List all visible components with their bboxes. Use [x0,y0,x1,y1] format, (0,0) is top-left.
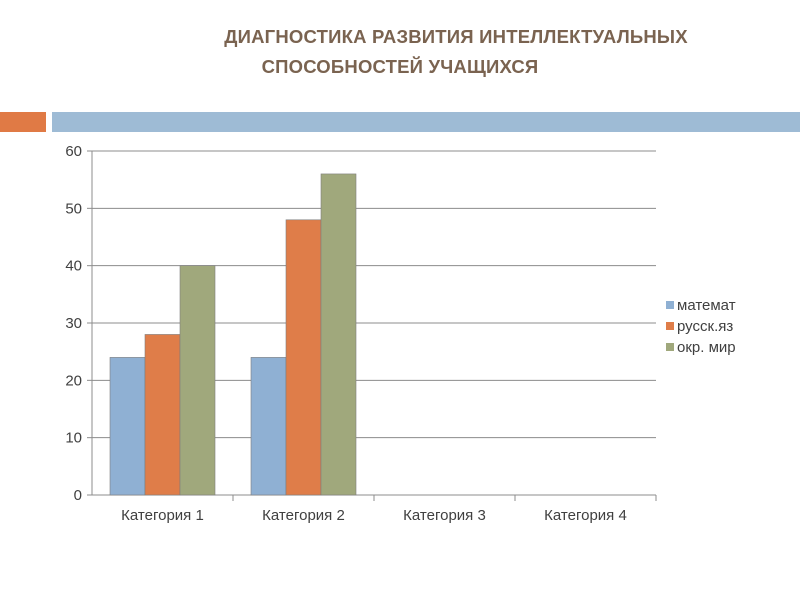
legend-label: математ [677,297,736,314]
bar-3-2 [320,173,357,496]
legend-swatch [666,301,674,309]
accent-bar-blue [52,112,800,132]
y-tick-label: 60 [65,143,82,160]
legend: математ русск.яз окр. мир [666,297,736,356]
slide-title-line2: СПОСОБНОСТЕЙ УЧАЩИХСЯ [261,56,539,77]
bar-2-1 [144,334,181,496]
bar-2-2 [285,219,322,496]
slide-title: ДИАГНОСТИКА РАЗВИТИЯ ИНТЕЛЛЕКТУАЛЬНЫХ СП… [0,22,800,82]
bar-3-1 [179,265,216,496]
x-tick-labels: Категория 1 Категория 2 Категория 3 Категор… [121,507,627,524]
y-tick-label: 50 [65,200,82,217]
legend-swatch [666,322,674,330]
y-tick-label: 40 [65,258,82,275]
bars [109,173,357,496]
accent-bar-orange [0,112,46,132]
y-tick-label: 20 [65,372,82,389]
x-tick-label: Категория 3 [403,507,486,524]
y-tick-label: 0 [74,487,82,504]
x-tick-label: Категория 1 [121,507,204,524]
x-tick-label: Категория 4 [544,507,627,524]
slide-title-line1: ДИАГНОСТИКА РАЗВИТИЯ ИНТЕЛЛЕКТУАЛЬНЫХ [224,26,688,47]
y-tick-label: 30 [65,315,82,332]
legend-label: окр. мир [677,339,736,356]
bar-1-1 [109,357,146,496]
bar-1-2 [250,357,287,496]
x-tick-label: Категория 2 [262,507,345,524]
legend-label: русск.яз [677,318,733,335]
y-tick-labels: 0 10 20 30 40 50 60 [65,143,82,504]
legend-swatch [666,343,674,351]
y-tick-label: 10 [65,430,82,447]
